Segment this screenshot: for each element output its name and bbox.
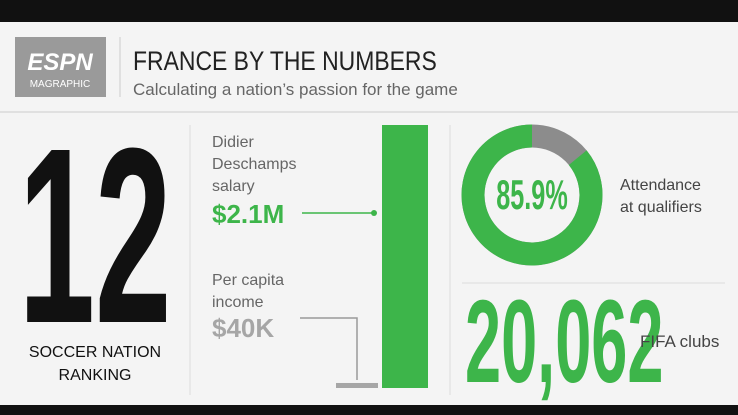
comparison-label: Didier [212, 134, 254, 151]
logo-sub: MAGRAPHIC [30, 79, 91, 90]
clubs-value: 20,062 [465, 277, 663, 408]
logo: ESPN [27, 49, 93, 76]
bar [336, 382, 378, 388]
attendance-value: 85.9% [496, 173, 567, 219]
donut-arc [461, 124, 603, 266]
comparison-value: $40K [212, 313, 274, 343]
clubs-label: FIFA clubs [640, 332, 719, 351]
top-bar [0, 0, 738, 22]
bar [382, 125, 428, 388]
attendance-label: Attendance [620, 177, 701, 194]
ranking-value: 12 [19, 95, 172, 375]
donut-center: 85.9% [496, 173, 567, 219]
logo-box [15, 37, 106, 97]
comparison-label: income [212, 294, 264, 311]
comparison-label: Per capita [212, 272, 284, 289]
title: FRANCE BY THE NUMBERS [133, 46, 437, 76]
ranking-label: SOCCER NATION [29, 344, 161, 361]
comparison-label: Deschamps [212, 156, 296, 173]
comparison-label: salary [212, 178, 255, 195]
attendance-label: at qualifiers [620, 199, 702, 216]
leader-line [300, 317, 358, 380]
leader-dot [371, 210, 377, 216]
ranking-label: RANKING [59, 367, 132, 384]
subtitle: Calculating a nation’s passion for the g… [133, 80, 458, 99]
comparison-value: $2.1M [212, 199, 284, 229]
bottom-bar [0, 405, 738, 415]
